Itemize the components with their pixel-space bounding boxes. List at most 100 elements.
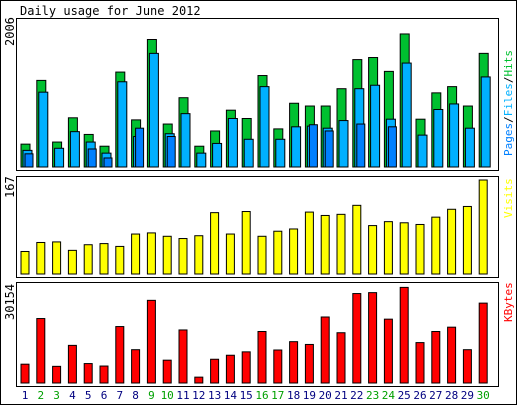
kbytes-bar: [194, 376, 204, 384]
files-bar: [69, 131, 80, 168]
files-bar: [449, 103, 460, 168]
visits-bar: [336, 213, 346, 275]
pages-bar: [24, 153, 34, 168]
day-label: 29: [461, 389, 474, 402]
kbytes-bar: [415, 342, 425, 384]
day-label: 2: [37, 389, 44, 402]
visits-bar: [447, 208, 457, 275]
kbytes-bar: [52, 365, 62, 384]
files-bar: [417, 134, 428, 168]
legend-pages: Pages: [502, 123, 515, 156]
kbytes-bar: [304, 343, 314, 384]
files-bar: [338, 120, 349, 168]
visits-bar: [36, 241, 46, 275]
day-label: 18: [287, 389, 300, 402]
visits-bar: [225, 233, 235, 275]
day-axis-labels: 1 2 3 4 5 6 7 8 9 10 11 12 13 14 15 16 17 18 19 20 21 22 23 24 2…: [22, 389, 490, 402]
visits-bar: [115, 245, 125, 275]
kbytes-panel-border: [16, 282, 499, 387]
kbytes-bar: [431, 330, 441, 384]
files-bar: [117, 81, 128, 168]
day-label: 21: [334, 389, 347, 402]
day-label: 19: [303, 389, 316, 402]
kbytes-bar: [257, 330, 267, 384]
kbytes-bar: [99, 365, 109, 384]
kbytes-bar: [320, 316, 330, 384]
day-label: 15: [240, 389, 253, 402]
visits-bar: [131, 233, 141, 275]
files-bar: [180, 113, 191, 168]
visits-bar: [83, 244, 93, 275]
pages-bar: [166, 136, 176, 168]
visits-bars: [20, 179, 488, 275]
kbytes-bar: [383, 318, 393, 384]
day-label: 8: [132, 389, 139, 402]
visits-bar: [194, 235, 204, 275]
visits-bar: [257, 235, 267, 275]
day-label: 28: [445, 389, 458, 402]
day-label: 16: [255, 389, 268, 402]
day-label: 26: [413, 389, 426, 402]
files-bar: [243, 138, 254, 168]
visits-bar: [241, 211, 251, 275]
visits-bar: [431, 216, 441, 275]
legend-files: Files: [502, 83, 515, 116]
visits-bar: [273, 230, 283, 275]
kbytes-bar: [462, 349, 472, 384]
kbytes-panel: 30154 KBytes: [3, 282, 515, 387]
files-bar: [291, 126, 302, 168]
day-label: 13: [208, 389, 221, 402]
kbytes-bar: [399, 286, 409, 384]
day-label: 27: [429, 389, 442, 402]
day-label: 24: [382, 389, 396, 402]
visits-bar: [320, 214, 330, 275]
files-bar: [212, 142, 223, 168]
files-bar: [259, 86, 270, 168]
visits-legend: Visits: [502, 178, 515, 218]
visits-bar: [352, 204, 362, 275]
kbytes-bar: [178, 329, 188, 384]
pages-bar: [387, 126, 397, 168]
kbytes-bar: [146, 299, 156, 384]
visits-bar: [289, 228, 299, 275]
files-bar: [196, 152, 207, 168]
visits-panel-border: [16, 176, 499, 278]
day-label: 10: [161, 389, 174, 402]
files-bar: [401, 62, 412, 168]
kbytes-bar: [115, 326, 125, 384]
legend-separator: /: [502, 116, 515, 123]
kbytes-bar: [241, 351, 251, 384]
day-label: 25: [398, 389, 411, 402]
visits-bar: [383, 221, 393, 275]
kbytes-bar: [478, 302, 488, 384]
day-label: 12: [192, 389, 205, 402]
pages-bar: [87, 148, 97, 168]
hits-files-pages-panel: 2006 Pages/Files/Hits: [3, 17, 515, 171]
files-bar: [275, 138, 286, 168]
day-label: 20: [319, 389, 332, 402]
hits-max-label: 2006: [3, 17, 17, 46]
visits-max-label: 167: [3, 176, 17, 198]
kbytes-bar: [225, 354, 235, 384]
kbytes-bar: [36, 318, 46, 384]
day-label: 22: [350, 389, 363, 402]
visits-bar: [415, 223, 425, 275]
files-bar: [480, 76, 491, 168]
kbytes-bar: [162, 359, 172, 384]
pages-bar: [103, 157, 113, 168]
visits-bar: [162, 235, 172, 275]
day-label: 14: [224, 389, 238, 402]
day-label: 30: [477, 389, 490, 402]
visits-bar: [146, 232, 156, 275]
day-label: 4: [69, 389, 76, 402]
legend-hits: Hits: [502, 50, 515, 77]
visits-bar: [210, 212, 220, 275]
pages-bar: [308, 124, 318, 168]
day-label: 6: [101, 389, 108, 402]
visits-bar: [368, 225, 378, 275]
visits-bar: [304, 211, 314, 275]
visits-bar: [20, 250, 30, 275]
files-bar: [227, 117, 238, 168]
